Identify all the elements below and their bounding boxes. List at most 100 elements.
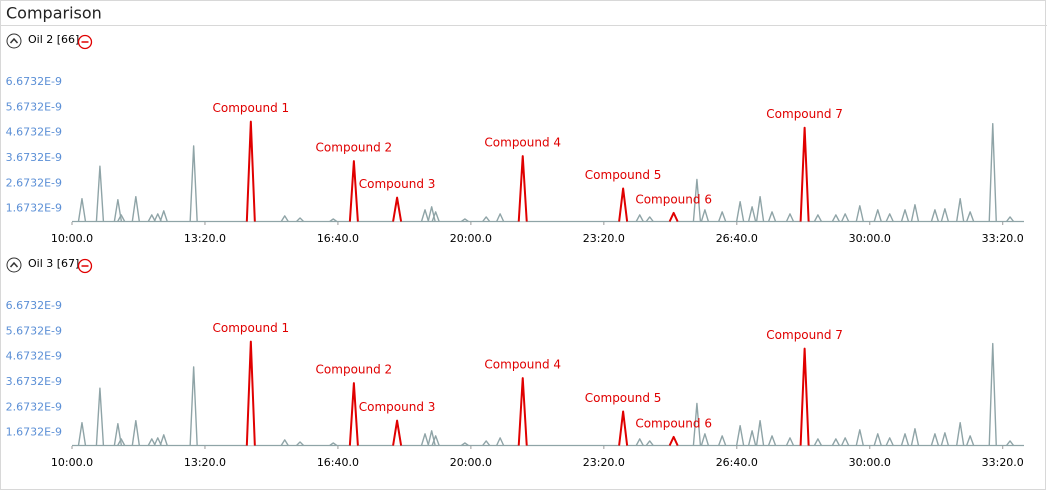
compound-peak [517,155,528,222]
collapse-button[interactable] [6,33,22,49]
trace-peak [831,438,840,446]
trace-peak [700,433,710,446]
trace-peak [735,201,745,222]
trace-peak [147,438,156,446]
trace-peak [831,214,840,222]
trace-peak [460,218,469,223]
x-tick-label: 10:00.0 [51,456,93,469]
trace-peak [940,208,950,222]
trace-peak [189,366,198,446]
trace-peak [692,178,702,222]
compound-peak [392,419,403,446]
collapse-button[interactable] [6,257,22,273]
compound-peak [618,410,629,446]
compound-peak [517,377,528,446]
y-tick-label: 1.6732E-9 [6,426,62,439]
chart-title: Oil 3 [67] [28,257,79,270]
compound-peak [618,187,629,222]
trace-peak [495,213,505,222]
panel-title: Comparison [6,4,102,23]
trace-peak [159,434,168,446]
trace-peak [747,206,757,222]
trace-peak [910,428,920,446]
y-tick-label: 6.6732E-9 [6,75,62,88]
trace-peak [431,211,440,222]
trace-peak [955,197,965,222]
trace-peak [755,195,765,222]
x-tick-label: 23:20.0 [583,456,625,469]
trace-peak [329,218,338,223]
trace-peak [296,441,305,446]
y-tick-label: 3.6732E-9 [6,375,62,388]
trace-peak [885,437,894,446]
compound-peak [348,382,359,446]
y-tick-label: 3.6732E-9 [6,151,62,164]
trace-peak [131,419,141,446]
compound-label: Compound 7 [766,107,843,121]
x-tick-label: 26:40.0 [716,456,758,469]
compound-peak [668,211,679,222]
x-tick-label: 13:20.0 [184,456,226,469]
trace-peak [955,421,965,446]
x-tick-label: 20:00.0 [450,232,492,245]
y-tick-label: 2.6732E-9 [6,176,62,189]
x-tick-label: 30:00.0 [849,232,891,245]
y-tick-label: 4.6732E-9 [6,126,62,139]
trace-peak [965,435,975,446]
trace-peak [873,433,882,446]
trace-peak [77,197,87,222]
trace-peak [841,437,850,446]
trace-peak [988,122,997,222]
trace-peak [767,211,777,222]
trace-peak [841,213,850,222]
x-tick-label: 30:00.0 [849,456,891,469]
trace-peak [420,209,430,222]
trace-peak [113,422,123,446]
trace-peak [785,213,795,222]
trace-peak [965,211,975,222]
compound-label: Compound 3 [359,177,436,191]
x-tick-label: 33:20.0 [982,456,1024,469]
trace-peak [930,433,940,446]
trace-peak [855,205,864,222]
trace-peak [813,438,823,446]
trace-peak [700,209,710,222]
trace-peak [855,429,864,446]
trace-peak [280,215,289,222]
trace-peak [280,439,289,446]
compound-label: Compound 5 [585,168,662,182]
trace-peak [329,442,338,447]
trace-peak [645,216,654,222]
compound-label: Compound 6 [635,416,712,430]
trace-peak [495,437,505,446]
collapse-icon [9,261,19,268]
x-tick-label: 16:40.0 [317,232,359,245]
compound-label: Compound 3 [359,400,436,414]
trace-peak [747,430,757,446]
trace-peak [420,433,430,446]
trace-peak [940,432,950,446]
compound-label: Compound 1 [213,101,290,115]
trace-peak [482,216,491,222]
trace-peak [131,195,141,222]
x-tick-label: 16:40.0 [317,456,359,469]
trace-peak [95,165,105,222]
trace-peak [635,438,644,446]
trace-peak [900,433,910,446]
compound-label: Compound 7 [766,328,843,342]
trace-peak [153,437,162,446]
trace-peak [482,440,491,446]
y-tick-label: 5.6732E-9 [6,324,62,337]
compound-peak [348,160,359,222]
trace-peak [159,210,168,222]
y-tick-label: 4.6732E-9 [6,350,62,363]
compound-label: Compound 6 [635,192,712,206]
trace-peak [930,209,940,222]
compound-label: Compound 2 [316,141,393,155]
x-tick-label: 20:00.0 [450,456,492,469]
trace-peak [755,419,765,446]
trace-peak [645,440,654,446]
trace-peak [296,217,305,222]
collapse-icon [9,37,19,44]
